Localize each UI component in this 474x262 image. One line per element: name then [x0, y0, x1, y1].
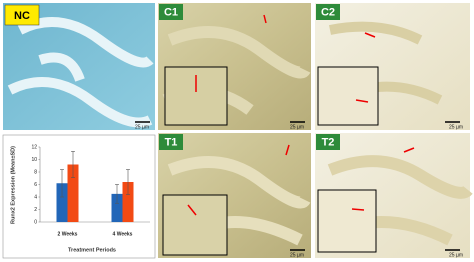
- scale-label: 25 µm: [290, 124, 304, 130]
- panel-label: C1: [164, 6, 178, 18]
- arrow: [263, 14, 267, 24]
- arrow: [187, 204, 197, 216]
- scale-label: 25 µm: [290, 252, 304, 258]
- y-axis-title: Runx2 Expression (Mean±SD): [10, 146, 16, 224]
- panel-label: T1: [165, 136, 178, 148]
- scale-label: 25 µm: [449, 252, 463, 258]
- y-tick-label: 6: [34, 182, 37, 188]
- arrow: [403, 147, 415, 153]
- panel-t1: T1 25 µm: [158, 133, 311, 258]
- y-tick-label: 0: [34, 219, 37, 225]
- panel-c2: C2 25 µm: [315, 3, 470, 130]
- y-tick-label: 10: [31, 157, 37, 163]
- label-box: [4, 4, 40, 26]
- x-tick-label: 2 Weeks: [58, 231, 78, 237]
- panel-label: NC: [14, 10, 30, 22]
- panel-label: T2: [322, 136, 335, 148]
- panel-nc: NC 25 µm: [3, 3, 155, 130]
- scale-label: 25 µm: [449, 124, 463, 130]
- x-axis-title: Treatment Periods: [68, 247, 116, 253]
- inset: [317, 66, 379, 126]
- bar: [67, 164, 79, 222]
- bar-chart: Runx2 Expression (Mean±SD) Treatment Per…: [2, 134, 156, 259]
- arrow: [364, 32, 376, 38]
- panel-label: C2: [321, 6, 335, 18]
- y-tick-label: 8: [34, 169, 37, 175]
- label-box: [316, 134, 340, 150]
- inset: [317, 189, 377, 253]
- arrow: [351, 208, 365, 211]
- label-box: [159, 4, 183, 20]
- y-tick-label: 12: [31, 144, 37, 150]
- y-tick-label: 2: [34, 207, 37, 213]
- label-box: [316, 4, 340, 20]
- label-box: [159, 134, 183, 150]
- scale-label: 25 µm: [135, 124, 149, 130]
- arrow: [285, 144, 290, 156]
- y-tick-label: 4: [34, 194, 37, 200]
- bar: [56, 183, 68, 222]
- panel-c1: C1 25 µm: [158, 3, 311, 130]
- bar: [111, 193, 123, 222]
- x-tick-label: 4 Weeks: [113, 231, 133, 237]
- panel-t2: T2 25 µm: [315, 133, 473, 258]
- arrow: [355, 99, 369, 103]
- inset: [162, 194, 228, 256]
- bar: [122, 182, 134, 222]
